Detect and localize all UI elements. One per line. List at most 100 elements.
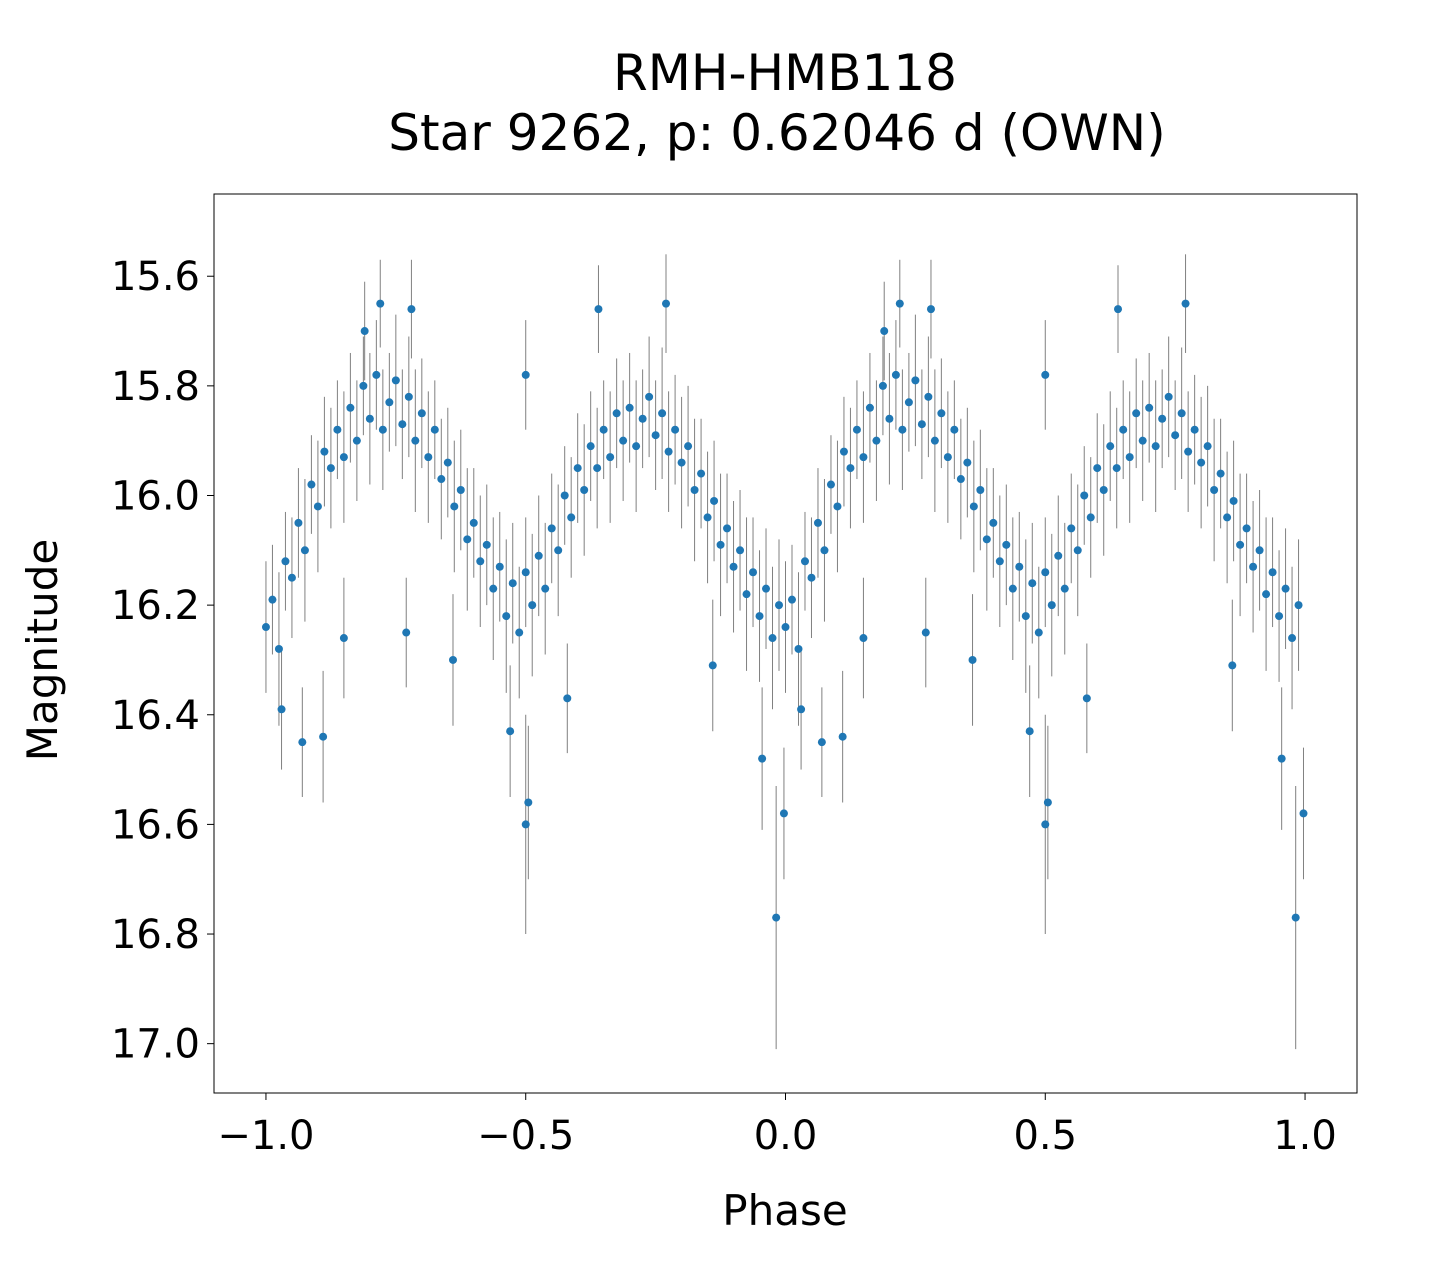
data-point [1067,524,1076,533]
data-point [779,809,788,818]
y-tick-label: 15.8 [111,364,200,410]
y-tick-label: 16.2 [111,583,200,629]
data-point [995,557,1004,566]
data-point [710,496,719,505]
data-point [638,414,647,423]
data-point [755,612,764,621]
data-point [463,535,472,544]
data-point [758,754,767,763]
data-point [294,518,303,527]
data-point [300,546,309,555]
data-point [1015,562,1024,571]
data-point [1025,727,1034,736]
data-point [880,327,889,336]
data-point [645,392,654,401]
data-point [277,705,286,714]
data-point [1034,628,1043,637]
data-point [313,502,322,511]
data-point [1082,694,1091,703]
data-point [391,376,400,385]
data-point [1073,546,1082,555]
data-point [385,398,394,407]
data-point [443,458,452,467]
data-point [817,738,826,747]
data-point [298,738,307,747]
data-point [729,562,738,571]
data-point [813,518,822,527]
data-point [775,601,784,610]
data-point [573,464,582,473]
data-point [521,820,530,829]
data-point [926,305,935,314]
data-point [820,546,829,555]
data-point [697,469,706,478]
x-tick-label: −1.0 [217,1113,314,1159]
data-point [534,551,543,560]
y-axis: 15.6 15.8 16.0 16.2 16.4 16.6 16.8 17.0 [111,254,214,1068]
data-point [930,436,939,445]
data-point [917,420,926,429]
data-point [1132,409,1141,418]
data-point [703,513,712,522]
data-point [956,475,965,484]
data-point [352,436,361,445]
data-point [1080,491,1089,500]
data-point [1114,305,1123,314]
data-point [1216,469,1225,478]
data-point [320,447,329,456]
data-point [797,705,806,714]
data-point [398,420,407,429]
data-point [826,480,835,489]
data-point [950,425,959,434]
data-point [859,453,868,462]
data-point [1099,486,1108,495]
data-point [878,381,887,390]
data-point [372,370,381,379]
data-point [359,381,368,390]
data-point [606,453,615,462]
data-point [563,694,572,703]
data-point [333,425,342,434]
data-point [619,436,628,445]
data-point [1060,584,1069,593]
data-point [723,524,732,533]
data-point [1262,590,1271,599]
data-point [969,502,978,511]
data-point [1242,524,1251,533]
data-point [411,436,420,445]
data-point [376,299,385,308]
data-point [839,447,848,456]
data-point [1043,798,1052,807]
error-bars [265,254,1304,1050]
data-point [794,644,803,653]
data-point [1281,584,1290,593]
data-point [593,464,602,473]
data-point [469,518,478,527]
data-point [502,612,511,621]
data-point [1041,820,1050,829]
data-point [1021,612,1030,621]
data-point [508,579,517,588]
data-point [339,453,348,462]
data-point [524,798,533,807]
x-tick-label: 0.5 [1013,1113,1077,1159]
data-point [982,535,991,544]
data-point [690,486,699,495]
data-point [924,392,933,401]
data-point [1197,458,1206,467]
data-point [482,540,491,549]
data-point [1041,370,1050,379]
data-point [307,480,316,489]
data-point [772,913,781,922]
data-point [963,458,972,467]
data-point [968,655,977,664]
data-point [1086,513,1095,522]
data-point [1164,392,1173,401]
data-point [651,431,660,440]
data-point [407,305,416,314]
data-point [1041,568,1050,577]
data-point [895,299,904,308]
data-point [937,409,946,418]
data-point [846,464,855,473]
data-point [346,403,355,412]
